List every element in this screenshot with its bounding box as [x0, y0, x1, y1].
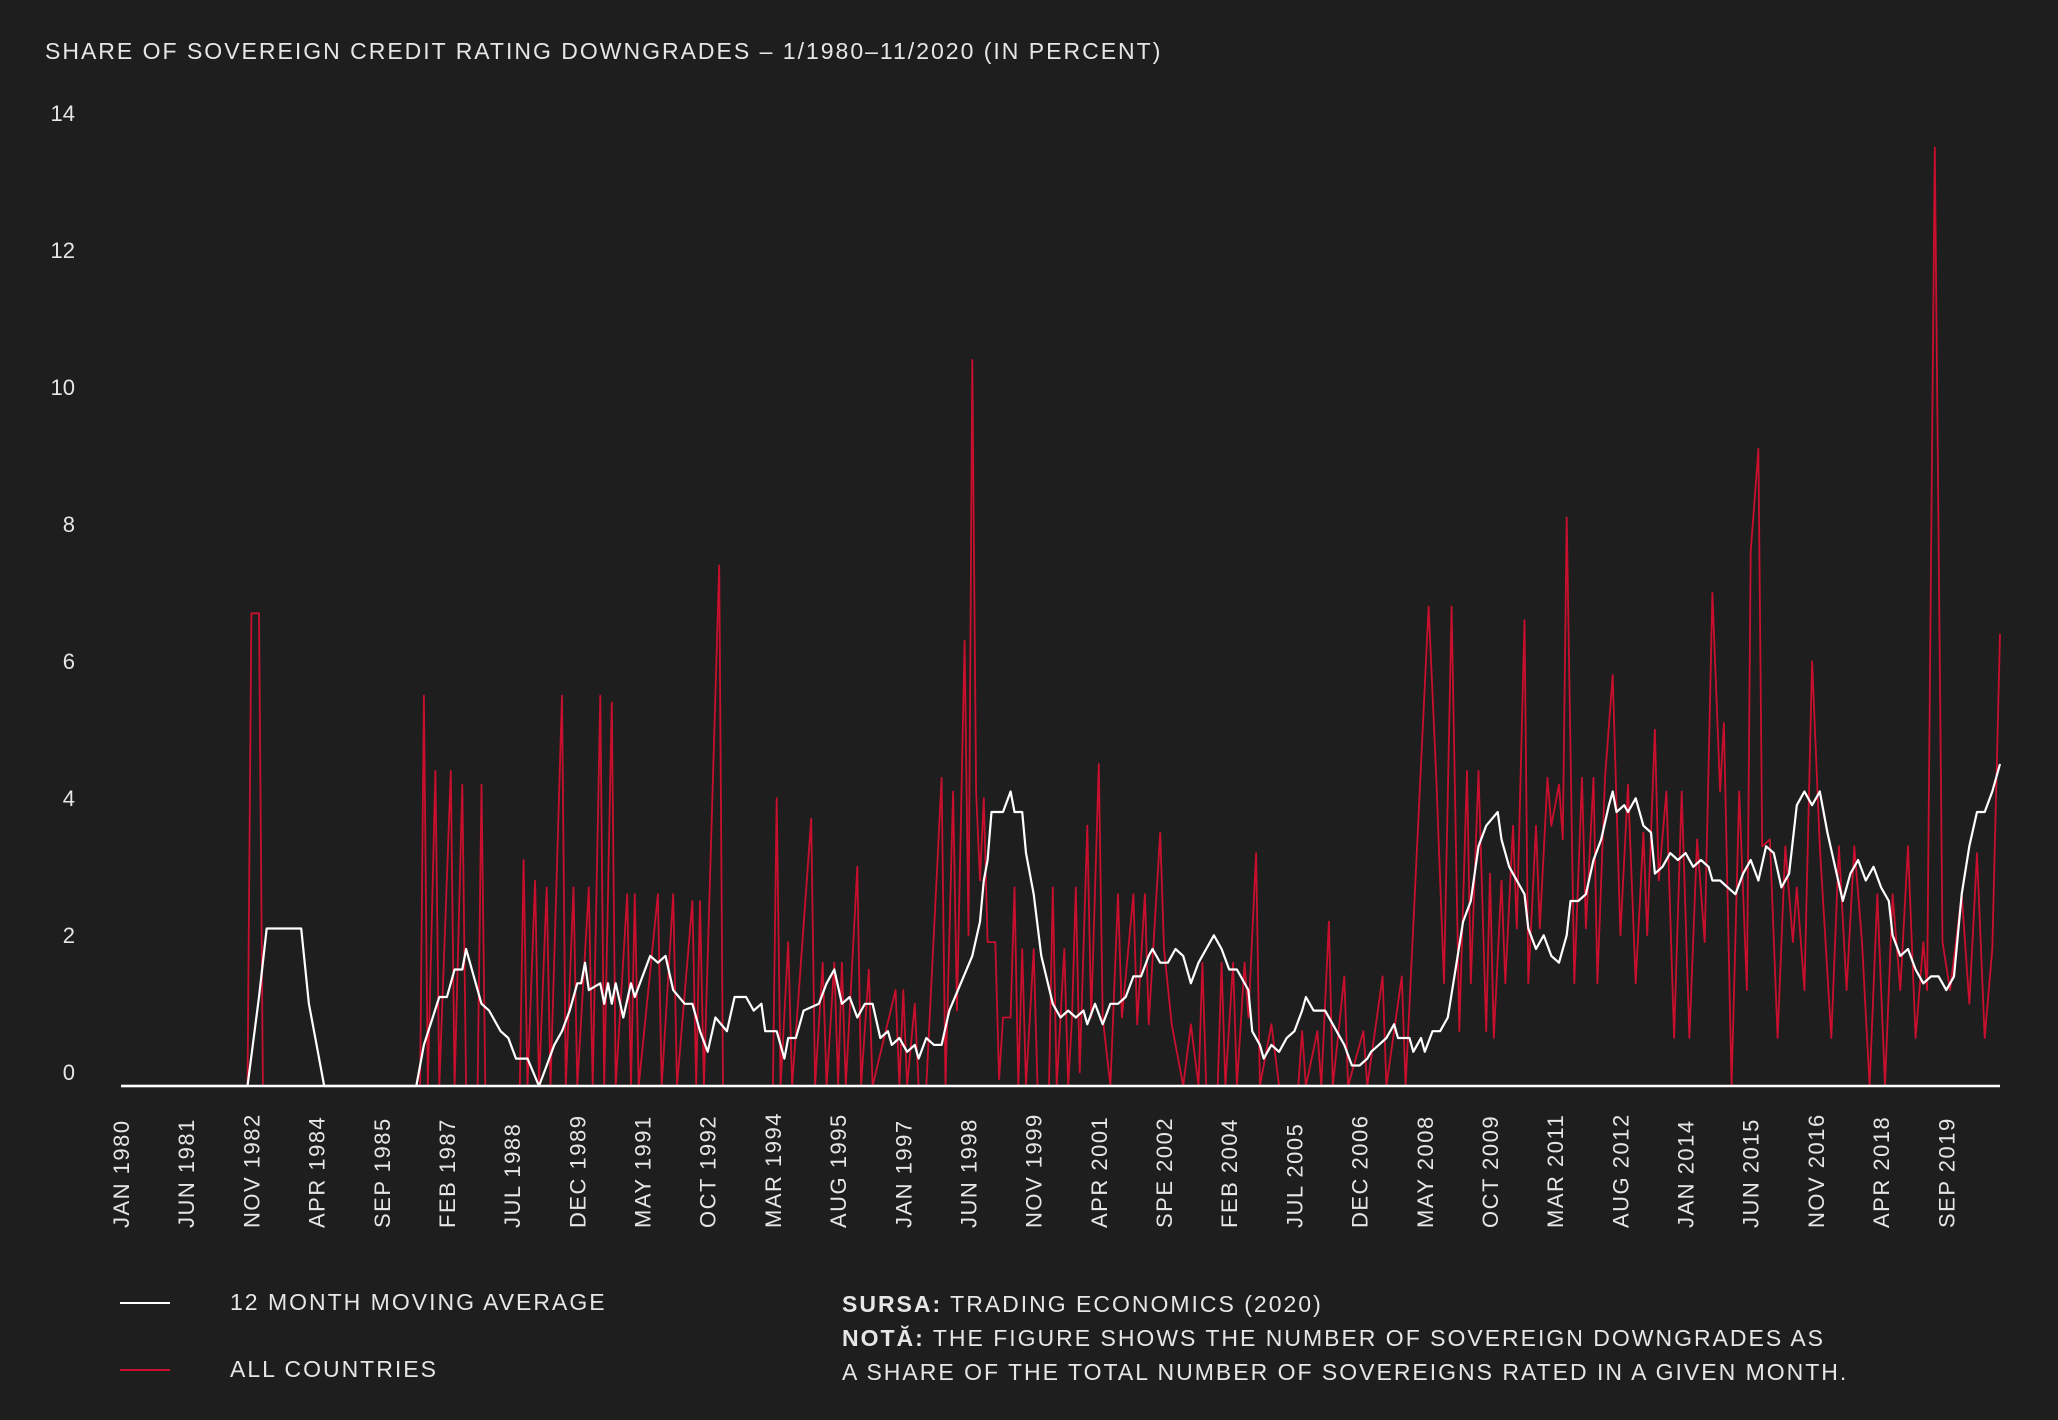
x-tick-label: JAN 2014: [1674, 1119, 1699, 1228]
legend-moving-average: 12 MONTH MOVING AVERAGE: [120, 1289, 607, 1316]
x-tick-label: FEB 2004: [1217, 1118, 1242, 1228]
source-label: SURSA:: [842, 1291, 943, 1317]
y-tick-label: 10: [51, 375, 75, 400]
legend-swatch-white: [120, 1301, 170, 1304]
x-tick-label: MAY 1991: [631, 1115, 656, 1228]
y-tick-label: 14: [51, 101, 75, 126]
x-tick-label: JUL 2005: [1282, 1123, 1307, 1228]
x-tick-label: JAN 1980: [109, 1119, 134, 1228]
x-tick-label: JUN 2015: [1739, 1118, 1764, 1228]
x-tick-label: DEC 1989: [565, 1114, 590, 1228]
y-axis: 0 2 4 6 8 10 12 14: [51, 101, 75, 1085]
x-tick-label: AUG 2012: [1608, 1113, 1633, 1228]
y-tick-label: 12: [51, 238, 75, 263]
note-label: NOTĂ:: [842, 1325, 925, 1351]
x-axis: JAN 1980 JUN 1981 NOV 1982 APR 1984 SEP 1985…: [109, 1112, 1959, 1228]
x-tick-label: OCT 2009: [1478, 1115, 1503, 1228]
y-tick-label: 0: [63, 1060, 75, 1085]
x-tick-label: MAY 2008: [1413, 1115, 1438, 1228]
source-note: SURSA: TRADING ECONOMICS (2020) NOTĂ: TH…: [842, 1287, 1848, 1389]
series-layer: [121, 146, 2002, 1088]
series-line: [121, 763, 2002, 1088]
x-tick-label: MAR 2011: [1543, 1114, 1568, 1228]
source-text: TRADING ECONOMICS (2020): [950, 1291, 1323, 1317]
x-tick-label: MAR 1994: [761, 1112, 786, 1228]
legend-swatch-red: [120, 1368, 170, 1371]
x-tick-label: NOV 1982: [239, 1113, 264, 1228]
legend-label-all-countries: ALL COUNTRIES: [230, 1356, 438, 1382]
x-tick-label: APR 2001: [1087, 1116, 1112, 1228]
y-tick-label: 4: [63, 786, 75, 811]
y-tick-label: 6: [63, 649, 75, 674]
x-tick-label: JUN 1981: [174, 1118, 199, 1228]
y-tick-label: 8: [63, 512, 75, 537]
series-line: [121, 146, 2001, 1087]
legend-all-countries: ALL COUNTRIES: [120, 1356, 438, 1383]
x-tick-label: JUN 1998: [956, 1118, 981, 1228]
x-tick-label: SEP 2019: [1934, 1117, 1959, 1228]
x-tick-label: FEB 1987: [435, 1118, 460, 1228]
x-tick-label: DEC 2006: [1348, 1114, 1373, 1228]
chart-title: SHARE OF SOVEREIGN CREDIT RATING DOWNGRA…: [45, 38, 1163, 64]
x-tick-label: JUL 1988: [500, 1123, 525, 1228]
y-tick-label: 2: [63, 923, 75, 948]
x-tick-label: APR 1984: [305, 1116, 330, 1228]
legend-label-moving-average: 12 MONTH MOVING AVERAGE: [230, 1289, 607, 1315]
x-tick-label: NOV 2016: [1804, 1113, 1829, 1228]
x-tick-label: NOV 1999: [1022, 1113, 1047, 1228]
x-tick-label: JAN 1997: [891, 1119, 916, 1228]
note-line-2: A SHARE OF THE TOTAL NUMBER OF SOVEREIGN…: [842, 1359, 1849, 1385]
note-line-1: THE FIGURE SHOWS THE NUMBER OF SOVEREIGN…: [932, 1325, 1826, 1351]
x-tick-label: OCT 1992: [696, 1115, 721, 1228]
x-tick-label: APR 2018: [1869, 1116, 1894, 1228]
x-tick-label: SPE 2002: [1152, 1117, 1177, 1228]
x-tick-label: AUG 1995: [826, 1113, 851, 1228]
x-tick-label: SEP 1985: [370, 1117, 395, 1228]
